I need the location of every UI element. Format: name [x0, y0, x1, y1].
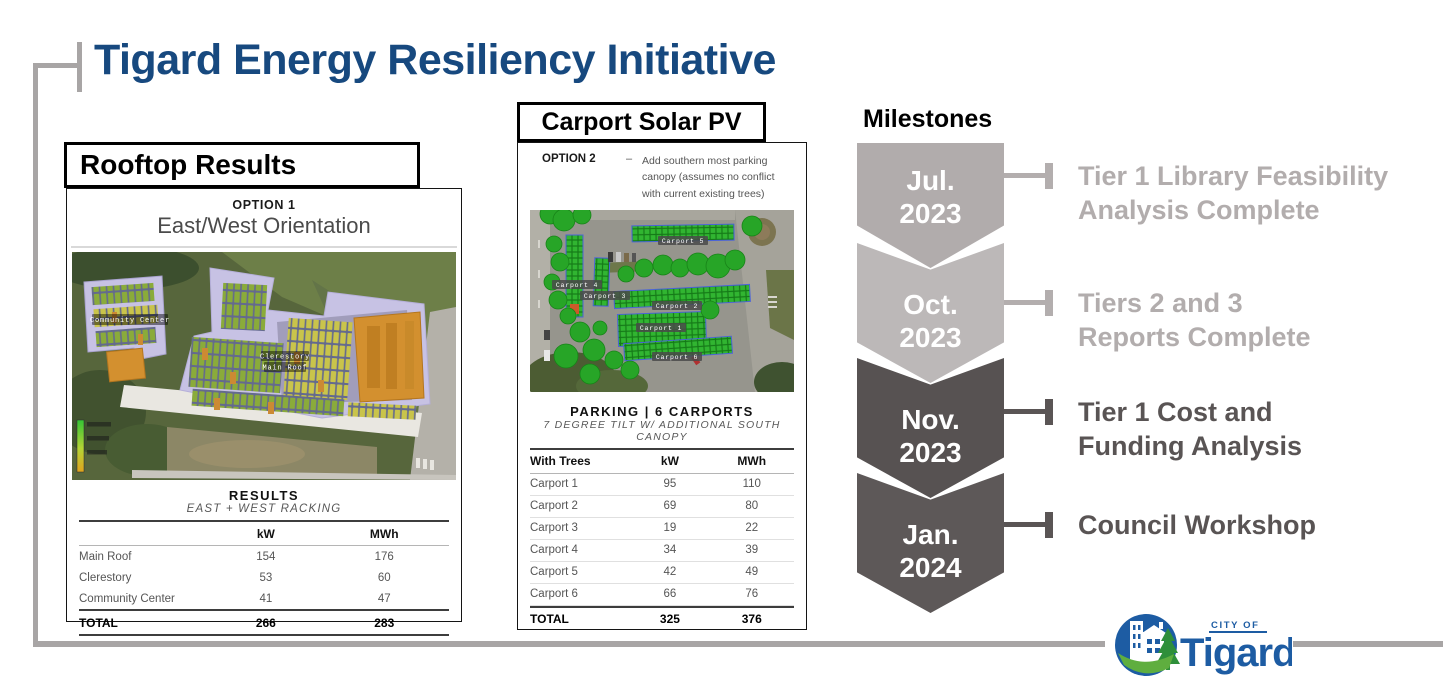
- carport-trees: [539, 209, 763, 385]
- table-row: Carport 6 66 76: [530, 584, 794, 606]
- rooftop-aerial-image: Community Center Clerestory Main Roof: [72, 252, 456, 480]
- option2-label: OPTION 2: [542, 153, 596, 165]
- frame-left-line: [33, 63, 38, 647]
- dash-bullet: –: [626, 153, 633, 165]
- clerestory-label-line1: Clerestory: [260, 354, 310, 362]
- table-row: Main Roof 154 176: [79, 550, 394, 563]
- milestone-label-4: Council Workshop: [1078, 510, 1317, 540]
- results-subtitle: EAST + WEST RACKING: [186, 503, 342, 515]
- divider: [71, 246, 457, 248]
- milestone-connector: [1002, 163, 1053, 189]
- milestone-label-1: Tier 1 Library Feasibility Analysis Comp…: [1078, 161, 1389, 225]
- milestone-year: 2023: [899, 198, 962, 229]
- community-center-label: Community Center: [90, 317, 170, 325]
- option2-header: OPTION 2 – Add southern most parking can…: [518, 143, 806, 202]
- table-row: Community Center 41 47: [79, 592, 391, 605]
- table-row: Carport 2 69 80: [530, 496, 794, 518]
- col-kw: kW: [256, 526, 275, 541]
- table-total-row: TOTAL 325 376: [530, 605, 794, 631]
- carport-parking-table: With Trees kW MWh Carport 1 95 110 Carpo…: [530, 447, 794, 631]
- parking-subtitle: 7 DEGREE TILT W/ ADDITIONAL SOUTH CANOPY: [543, 418, 781, 443]
- carport3-label: Carport 3: [584, 293, 626, 300]
- milestone-chevron-stack: Jul. 2023 Oct. 2023 Nov. 2023 Jan. 2024: [857, 143, 1004, 613]
- milestone-month: Oct.: [903, 289, 958, 320]
- title-bracket-endbar: [77, 42, 82, 92]
- carport5-label: Carport 5: [662, 238, 704, 245]
- milestone-chevron-jul-2023: Jul. 2023: [857, 143, 1004, 268]
- carport-option2-panel: OPTION 2 – Add southern most parking can…: [517, 142, 807, 630]
- milestone-connector: [1002, 290, 1053, 316]
- milestone-label-2: Tiers 2 and 3 Reports Complete: [1078, 288, 1311, 352]
- table-row: Carport 1 95 110: [530, 474, 794, 496]
- carport1-label: Carport 1: [640, 325, 682, 332]
- table-header-row: kW MWh: [79, 520, 449, 546]
- table-row: Carport 5 42 49: [530, 562, 794, 584]
- col-with-trees: With Trees: [530, 454, 591, 469]
- option1-subtitle: East/West Orientation: [157, 213, 371, 238]
- title-bracket-line: [36, 63, 77, 68]
- carport-image-labels: Carport 5 Carport 4 Carport 3 Carport 2 …: [552, 235, 708, 361]
- col-mwh: MWh: [737, 454, 767, 469]
- parking-title: PARKING | 6 CARPORTS: [570, 403, 754, 419]
- tigard-logo-badge: [1115, 614, 1180, 676]
- milestones-heading: Milestones: [863, 105, 993, 133]
- carport-solar-title-box: Carport Solar PV: [517, 102, 766, 142]
- col-kw: kW: [660, 454, 679, 469]
- table-header-row: With Trees kW MWh: [530, 447, 794, 474]
- logo-underline: [1209, 631, 1267, 633]
- frame-bottom-line-right: [1293, 641, 1443, 647]
- table-row: Carport 4 34 39: [530, 540, 794, 562]
- irradiance-legend: [76, 419, 111, 473]
- rooftop-option1-panel: OPTION 1 East/West Orientation: [66, 188, 462, 636]
- rooftop-image-labels: Community Center Clerestory Main Roof: [90, 314, 310, 373]
- milestone-year: 2023: [899, 437, 962, 468]
- logo-tigard-text: Tigard: [1180, 631, 1292, 675]
- table-row: Clerestory 53 60: [79, 571, 391, 584]
- table-row: Carport 3 19 22: [530, 518, 794, 540]
- milestone-connector: [1002, 512, 1053, 538]
- frame-bottom-line-left: [33, 641, 1105, 647]
- carport-aerial-image: Carport 5 Carport 4 Carport 3 Carport 2 …: [530, 209, 794, 392]
- rooftop-results-title: Rooftop Results: [80, 149, 297, 180]
- option2-note: Add southern most parking canopy (assume…: [642, 155, 775, 200]
- milestone-month: Nov.: [901, 404, 960, 435]
- milestone-label-3: Tier 1 Cost and Funding Analysis: [1078, 397, 1303, 461]
- rooftop-results-title-box: Rooftop Results: [64, 142, 420, 188]
- carport4-label: Carport 4: [556, 282, 598, 289]
- rooftop-results-table: kW MWh Main Roof 154 176 Clerestory 53 6…: [79, 520, 449, 636]
- milestone-year: 2023: [899, 322, 962, 353]
- col-mwh: MWh: [369, 526, 399, 541]
- city-of-tigard-logo: CITY OF Tigard: [1115, 614, 1292, 676]
- milestone-connector: [1002, 399, 1053, 425]
- milestone-month: Jul.: [906, 165, 955, 196]
- option1-label: OPTION 1: [232, 198, 296, 212]
- page-title: Tigard Energy Resiliency Initiative: [94, 36, 776, 84]
- milestone-year: 2024: [899, 552, 962, 583]
- carport-solar-title: Carport Solar PV: [541, 107, 742, 136]
- results-title: RESULTS: [228, 488, 300, 503]
- carport2-label: Carport 2: [656, 303, 698, 310]
- clerestory-label-line2: Main Roof: [262, 365, 307, 373]
- logo-city-of-text: CITY OF: [1211, 620, 1260, 631]
- table-total-row: TOTAL 266 283: [79, 609, 449, 636]
- rooftop-solar-panels: [91, 282, 417, 420]
- carport6-label: Carport 6: [656, 354, 698, 361]
- milestone-month: Jan.: [902, 519, 959, 550]
